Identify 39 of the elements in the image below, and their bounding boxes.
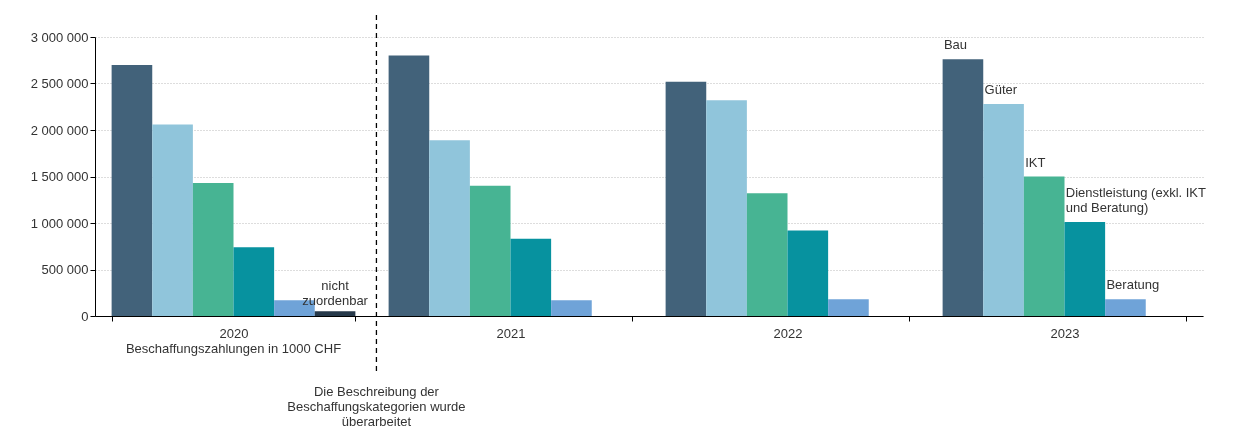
bar: [665, 81, 707, 316]
bar: [111, 64, 153, 316]
x-tick-label: 2023: [1050, 325, 1080, 341]
bar: [469, 185, 511, 316]
series-label: Beratung: [1106, 277, 1160, 293]
bar: [1105, 299, 1146, 316]
bar: [706, 100, 747, 316]
bar: [388, 55, 430, 316]
bar: [233, 247, 275, 316]
bar: [787, 230, 829, 316]
bar: [828, 299, 869, 316]
x-tick-label: 2020: [219, 325, 249, 341]
series-label: nicht zuordenbar: [302, 278, 369, 309]
y-tick-label: 0: [81, 308, 89, 324]
ref-line-label: Die Beschreibung der Beschaffungskategorien wurde überarbeitet: [287, 384, 466, 429]
x-tick-label: 2022: [773, 325, 803, 341]
bar: [983, 103, 1024, 316]
bar: [1023, 176, 1065, 316]
series-label: Güter: [984, 81, 1018, 97]
bar: [192, 183, 234, 316]
y-tick-label: 2 500 000: [30, 76, 89, 91]
y-tick-label: 500 000: [41, 262, 89, 277]
bar: [152, 124, 193, 316]
y-tick-label: 1 000 000: [30, 215, 89, 231]
bar: [429, 140, 470, 316]
y-tick-label: 2 000 000: [30, 122, 89, 138]
x-tick-label: 2021: [496, 325, 526, 341]
y-tick-label: 3 000 000: [30, 29, 89, 45]
y-tick-label: 1 500 000: [30, 169, 89, 184]
series-label: Bau: [943, 37, 968, 53]
bar: [551, 300, 592, 316]
text: Beschaffungszahlungen in 1000 CHF: [125, 341, 342, 356]
bar: [314, 311, 356, 316]
series-label: IKT: [1025, 154, 1046, 170]
bar: [510, 238, 552, 316]
series-label: Dienstleistung (exkl. IKT und Beratung): [1065, 185, 1207, 216]
bar: [1064, 222, 1106, 316]
bar: [746, 193, 788, 316]
bar: [942, 59, 984, 316]
